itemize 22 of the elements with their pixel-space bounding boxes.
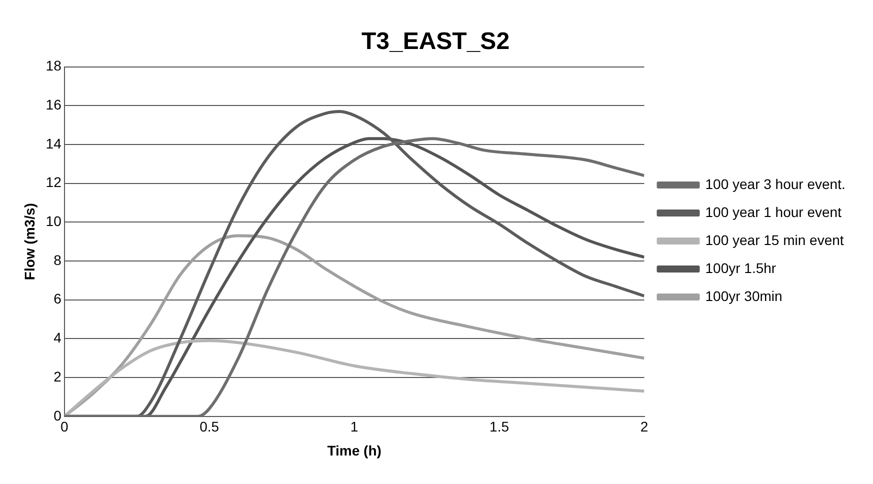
y-tick-label: 2: [54, 368, 62, 384]
x-tick-label: 2: [640, 418, 648, 435]
y-tick-label: 16: [46, 96, 62, 113]
legend-label: 100yr 30min: [705, 288, 782, 304]
y-tick-label: 8: [54, 252, 62, 268]
y-tick-label: 18: [46, 58, 62, 74]
chart-title: T3_EAST_S2: [361, 28, 510, 56]
x-tick-label: 1.5: [490, 418, 510, 435]
y-tick-label: 14: [46, 135, 62, 152]
x-tick-label: 0.5: [200, 418, 220, 435]
y-tick-label: 10: [46, 213, 62, 230]
legend-label: 100 year 15 min event: [705, 232, 844, 248]
y-tick-label: 6: [54, 290, 62, 307]
y-tick-label: 4: [54, 330, 62, 346]
y-tick-label: 0: [54, 407, 62, 424]
legend-label: 100 year 3 hour event.: [705, 176, 846, 192]
y-axis-title: Flow (m3/s): [21, 203, 38, 280]
legend-label: 100yr 1.5hr: [705, 260, 776, 276]
y-tick-label: 12: [46, 174, 62, 190]
legend-label: 100 year 1 hour event: [705, 204, 842, 220]
x-axis-title: Time (h): [327, 442, 382, 458]
x-tick-label: 1: [350, 418, 358, 435]
